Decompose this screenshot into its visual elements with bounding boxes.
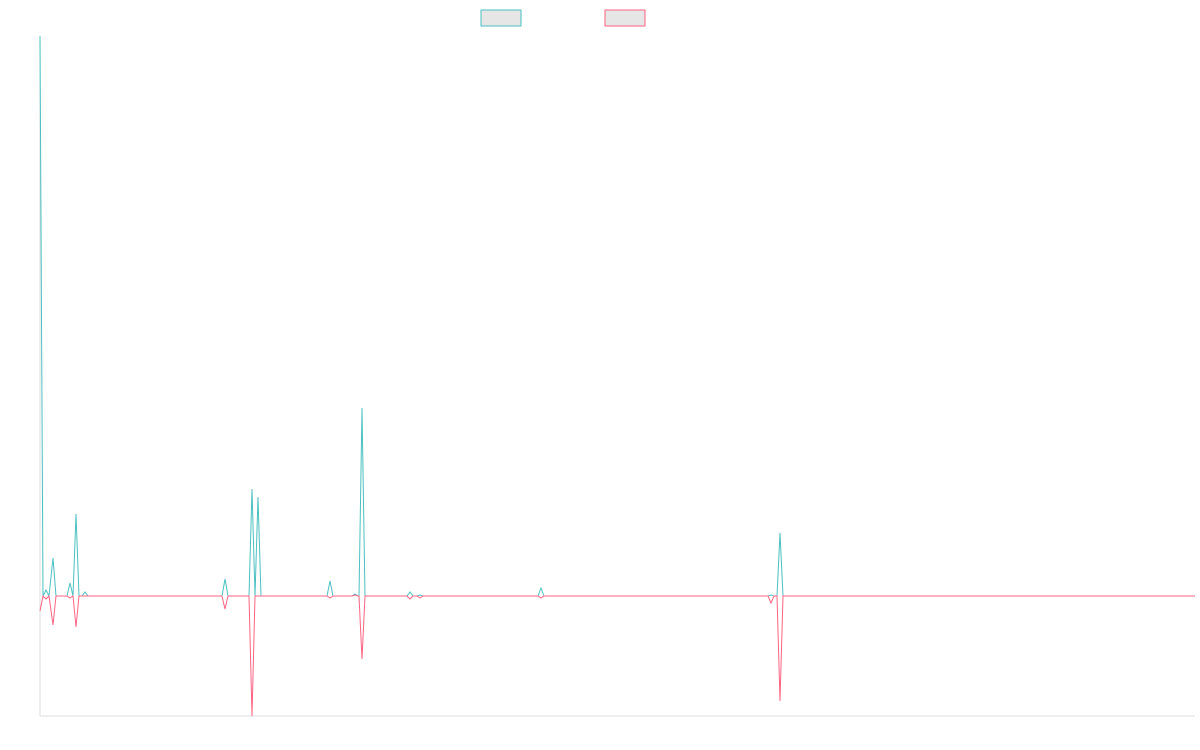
series-line	[39, 35, 1195, 598]
legend-swatch	[604, 9, 646, 27]
series-line	[39, 594, 1195, 717]
legend-swatch	[480, 9, 522, 27]
